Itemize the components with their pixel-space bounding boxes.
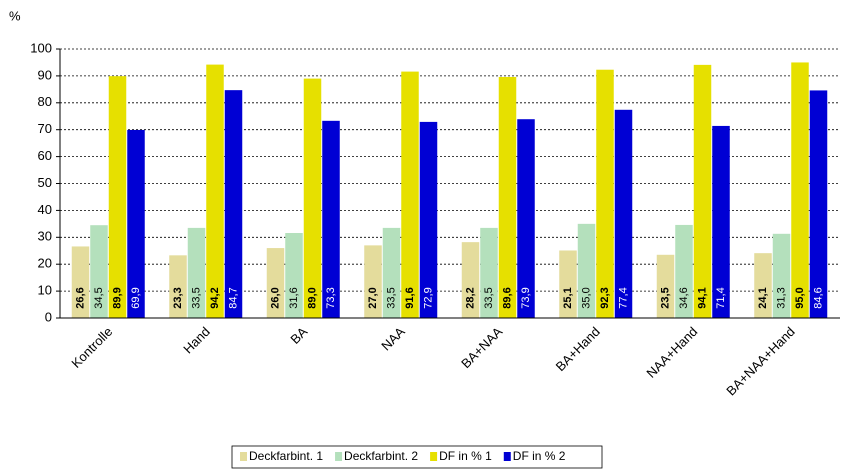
- bar: [187, 227, 206, 318]
- bar: [754, 253, 772, 318]
- y-tick-label: 20: [38, 256, 52, 271]
- y-tick-label: 100: [30, 40, 52, 55]
- value-label: 27,0: [367, 287, 379, 308]
- legend-label: Deckfarbint. 2: [344, 449, 418, 463]
- y-tick-label: 0: [45, 309, 52, 324]
- x-tick-label: BA+Hand: [553, 324, 603, 374]
- y-tick-label: 80: [38, 94, 52, 109]
- value-label: 92,3: [599, 287, 611, 308]
- bar: [224, 90, 243, 318]
- value-label: 73,9: [520, 287, 532, 308]
- legend-label: DF in % 2: [513, 449, 566, 463]
- value-label: 91,6: [404, 287, 416, 308]
- value-label: 89,0: [306, 287, 318, 308]
- bar: [382, 227, 401, 318]
- x-tick-label: BA+NAA: [458, 324, 505, 371]
- bar: [656, 254, 675, 318]
- y-tick-label: 70: [38, 121, 52, 136]
- bar: [303, 78, 322, 318]
- bar: [614, 109, 633, 318]
- y-tick-label: 50: [38, 175, 52, 190]
- y-tick-label: 90: [38, 67, 52, 82]
- value-label: 77,4: [617, 287, 629, 308]
- bar: [791, 62, 809, 319]
- bar: [596, 69, 614, 318]
- value-label: 26,6: [74, 287, 86, 308]
- value-label: 89,6: [501, 287, 513, 308]
- bar: [108, 76, 127, 318]
- bar: [322, 120, 340, 318]
- legend-label: DF in % 1: [439, 449, 492, 463]
- value-label: 33,5: [190, 287, 202, 308]
- bar: [90, 225, 108, 318]
- bar: [206, 64, 224, 319]
- bar: [480, 227, 498, 318]
- legend-box: [231, 445, 603, 469]
- bar: [675, 224, 693, 318]
- x-tick-label: BA: [287, 324, 310, 347]
- value-label: 95,0: [794, 287, 806, 308]
- bar: [364, 245, 382, 318]
- value-label: 89,9: [111, 287, 123, 308]
- bar: [419, 121, 438, 318]
- bar: [71, 246, 90, 318]
- bar: [169, 255, 187, 318]
- value-label: 84,7: [227, 287, 239, 308]
- legend-swatch: [503, 452, 511, 461]
- value-label: 94,1: [696, 287, 708, 308]
- x-tick-label: NAA: [378, 324, 408, 354]
- bar: [693, 64, 712, 318]
- legend-swatch: [430, 452, 438, 461]
- value-label: 23,5: [659, 287, 671, 308]
- value-label: 28,2: [464, 287, 476, 308]
- bar: [772, 233, 791, 318]
- bar: [285, 232, 303, 318]
- value-label: 34,5: [93, 287, 105, 308]
- y-tick-label: 30: [38, 229, 52, 244]
- value-label: 31,6: [288, 287, 300, 308]
- legend-swatch: [335, 452, 343, 461]
- y-axis-label: %: [9, 8, 21, 23]
- bar: [127, 129, 145, 318]
- legend: Deckfarbint. 1 Deckfarbint. 2 DF in % 1 DF …: [240, 449, 566, 463]
- y-tick-label: 10: [38, 283, 52, 298]
- bar: [809, 90, 828, 319]
- x-tick-label: Kontrolle: [68, 324, 115, 371]
- value-label: 26,0: [269, 287, 281, 308]
- value-label: 72,9: [422, 287, 434, 308]
- x-tick-label: NAA+Hand: [643, 324, 700, 381]
- value-label: 34,6: [678, 287, 690, 308]
- value-label: 33,5: [483, 287, 495, 308]
- value-label: 71,4: [715, 287, 727, 308]
- bars: [71, 62, 828, 319]
- value-label: 35,0: [580, 287, 592, 308]
- value-label: 23,3: [172, 287, 184, 308]
- legend-label: Deckfarbint. 1: [249, 449, 323, 463]
- x-tick-label: Hand: [180, 324, 213, 357]
- value-label: 73,3: [325, 287, 337, 308]
- bar: [712, 125, 730, 319]
- bar: [266, 248, 285, 318]
- value-label: 84,6: [812, 287, 824, 308]
- y-tick-label: 40: [38, 202, 52, 217]
- bar: [461, 242, 480, 318]
- bar: [401, 71, 419, 318]
- value-label: 69,9: [130, 287, 142, 308]
- value-label: 25,1: [562, 287, 574, 308]
- bar: [498, 76, 517, 318]
- value-label: 31,3: [775, 287, 787, 308]
- bar: [517, 119, 535, 318]
- value-label: 94,2: [209, 287, 221, 308]
- legend-swatch: [240, 452, 247, 461]
- bar: [577, 223, 596, 318]
- value-label: 24,1: [757, 287, 769, 308]
- bar: [559, 250, 577, 318]
- y-tick-label: 60: [38, 148, 52, 163]
- x-tick-label: BA+NAA+Hand: [723, 324, 797, 398]
- value-label: 33,5: [385, 287, 397, 308]
